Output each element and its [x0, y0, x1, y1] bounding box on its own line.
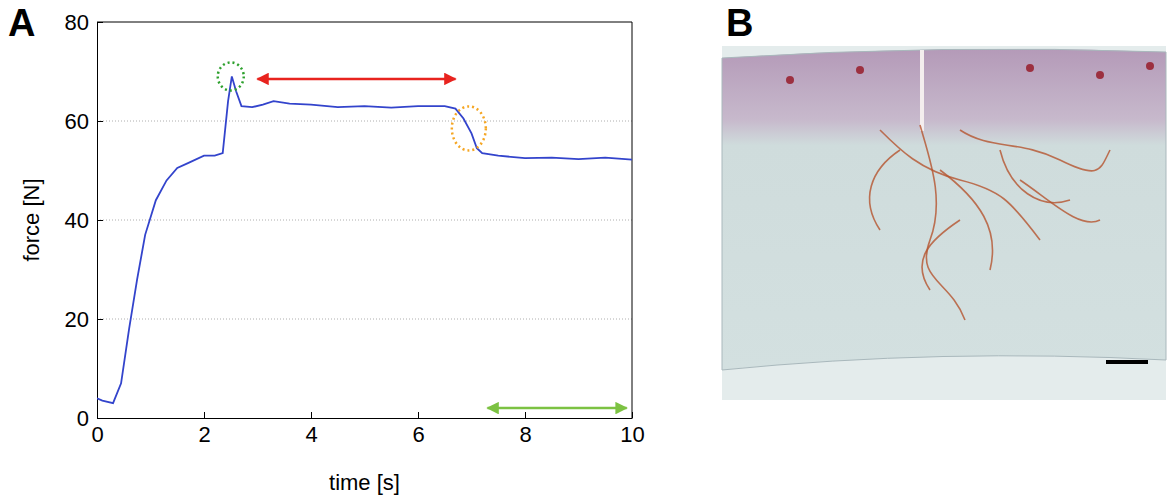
histology-image — [722, 46, 1166, 400]
tick-label: 40 — [65, 208, 89, 233]
tick-label: 60 — [65, 109, 89, 134]
tick: 6 — [412, 412, 424, 447]
y-axis-title: force [N] — [19, 178, 44, 261]
x-axis-title: time [s] — [329, 470, 400, 495]
annotation-circle — [218, 62, 244, 90]
tick-mark — [632, 412, 633, 418]
tick-mark — [525, 412, 526, 418]
grid — [97, 121, 632, 319]
tick: 80 — [65, 10, 103, 35]
grid-line — [97, 121, 632, 122]
annotation-circle — [452, 106, 486, 150]
scale-bar — [1106, 360, 1148, 364]
tick-label: 2 — [198, 422, 210, 447]
tick-label: 4 — [305, 422, 317, 447]
grid-line — [97, 319, 632, 320]
vessel — [870, 150, 900, 230]
annotation-arrow — [488, 407, 627, 410]
stain-spot — [1096, 71, 1104, 79]
stain-spot — [786, 76, 794, 84]
x-axis: 0 2 4 6 8 10 — [91, 412, 644, 447]
tick-label: 0 — [91, 422, 103, 447]
tissue — [722, 49, 1166, 370]
vessel — [922, 220, 960, 290]
tick-label: 0 — [77, 406, 89, 431]
plot-area — [97, 62, 632, 408]
image-background — [722, 46, 1166, 400]
tick: 60 — [65, 109, 103, 134]
tick: 2 — [198, 412, 210, 447]
frame — [632, 22, 633, 418]
stain-spot — [856, 66, 864, 74]
tick-mark — [311, 412, 312, 418]
tick-mark — [418, 412, 419, 418]
tick-mark — [97, 418, 103, 419]
tick: 4 — [305, 412, 317, 447]
tick-label: 80 — [65, 10, 89, 35]
frame — [97, 22, 632, 23]
axis-line — [98, 418, 633, 419]
tick-label: 8 — [519, 422, 531, 447]
y-axis: 0 20 40 60 80 — [65, 10, 103, 431]
annotations — [218, 62, 627, 408]
tick-mark — [97, 121, 103, 122]
figure: 0 2 4 6 8 10 0 20 40 60 80 time [s] force [N] A B — [0, 0, 1170, 501]
tick: 10 — [620, 412, 644, 447]
stain-spot — [1146, 62, 1154, 70]
vessel — [920, 125, 965, 320]
vessel — [940, 170, 993, 270]
tick: 8 — [519, 412, 531, 447]
vessel — [1000, 150, 1070, 203]
tick-mark — [97, 22, 103, 23]
needle-track — [920, 50, 924, 131]
force-line — [97, 76, 632, 403]
tick: 40 — [65, 208, 103, 233]
tick-label: 10 — [620, 422, 644, 447]
stain-spot — [1026, 64, 1034, 72]
tick-mark — [97, 220, 103, 221]
tick-label: 6 — [412, 422, 424, 447]
tick-label: 20 — [65, 307, 89, 332]
panel-label: A — [8, 2, 35, 44]
vessel — [1020, 180, 1100, 222]
panel-label: B — [726, 2, 753, 44]
tick-mark — [97, 319, 103, 320]
tick: 20 — [65, 307, 103, 332]
grid-line — [97, 220, 632, 221]
tick-mark — [204, 412, 205, 418]
annotation-arrow — [258, 78, 456, 81]
tick: 0 — [77, 406, 103, 431]
vessel — [960, 130, 1110, 171]
